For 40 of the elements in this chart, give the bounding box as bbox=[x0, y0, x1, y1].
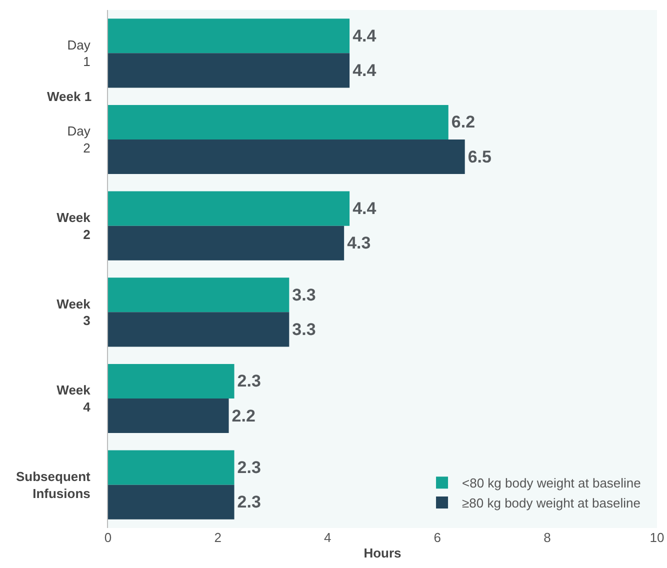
data-label: 4.4 bbox=[352, 199, 377, 218]
x-axis-title: Hours bbox=[364, 546, 402, 561]
x-tick-label: 8 bbox=[544, 530, 551, 545]
x-tick-label: 10 bbox=[650, 530, 664, 545]
x-tick-label: 6 bbox=[434, 530, 442, 545]
data-label: 3.3 bbox=[292, 320, 316, 339]
y-tick-label: Day 2 bbox=[67, 124, 91, 156]
data-label: 6.2 bbox=[451, 112, 476, 132]
data-label: 6.5 bbox=[468, 147, 492, 166]
x-tick-label: 2 bbox=[214, 530, 222, 545]
bar bbox=[108, 104, 448, 140]
data-label: 4.4 bbox=[352, 26, 377, 46]
bar bbox=[108, 278, 290, 312]
text: Week 1 bbox=[47, 89, 92, 104]
legend-label: ≥80 kg body weight at baseline bbox=[462, 496, 640, 511]
data-label: 4.4 bbox=[352, 60, 377, 80]
data-label: 2.3 bbox=[237, 458, 261, 478]
bar bbox=[108, 226, 344, 260]
bar bbox=[108, 398, 229, 434]
bar bbox=[108, 312, 290, 347]
bar bbox=[108, 140, 465, 174]
legend-label: <80 kg body weight at baseline bbox=[462, 476, 641, 491]
data-label: 2.3 bbox=[237, 492, 261, 512]
y-tick-label: Week 3 bbox=[56, 296, 92, 328]
data-label: 2.3 bbox=[237, 372, 261, 391]
data-label: 3.3 bbox=[292, 285, 316, 304]
bar bbox=[108, 450, 234, 485]
bar bbox=[108, 191, 350, 226]
y-tick-label: Week 4 bbox=[56, 382, 92, 414]
data-label: 2.2 bbox=[232, 406, 256, 426]
bar bbox=[108, 53, 350, 88]
x-tick-label: 4 bbox=[324, 530, 332, 545]
bar bbox=[108, 18, 350, 54]
bar bbox=[108, 484, 234, 520]
data-label: 4.3 bbox=[347, 234, 371, 253]
y-tick-label: Subsequent Infusions bbox=[16, 468, 92, 501]
y-tick-label: Week 2 bbox=[56, 210, 92, 242]
x-tick-label: 0 bbox=[104, 530, 112, 545]
y-tick-label: Day 1 bbox=[67, 37, 91, 70]
bar bbox=[108, 364, 234, 398]
